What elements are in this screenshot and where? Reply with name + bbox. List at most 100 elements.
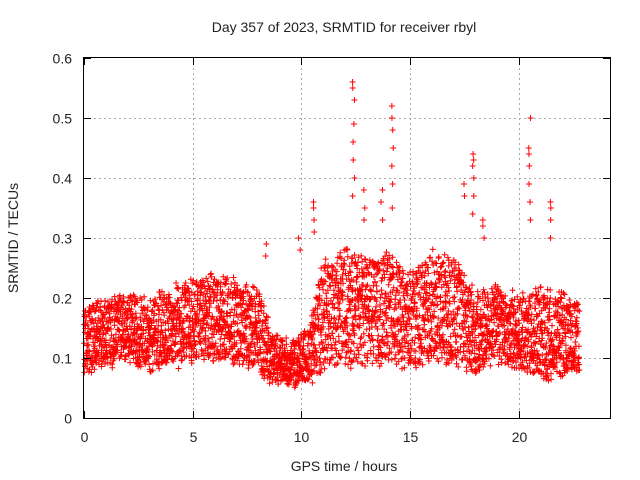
data-point <box>344 253 351 260</box>
data-point <box>507 320 514 327</box>
data-point <box>120 293 127 300</box>
data-point <box>562 333 569 340</box>
data-point <box>374 288 381 295</box>
data-point <box>451 326 458 333</box>
data-point <box>426 306 433 313</box>
data-point <box>381 274 388 281</box>
data-point <box>468 297 475 304</box>
data-point <box>388 356 395 363</box>
data-point <box>324 287 331 294</box>
data-point <box>525 326 532 333</box>
data-point <box>477 361 484 368</box>
data-point <box>85 341 92 348</box>
data-point <box>412 334 419 341</box>
data-point <box>498 356 505 363</box>
data-point <box>547 199 554 205</box>
data-point <box>509 302 516 309</box>
data-point <box>210 358 217 364</box>
data-point <box>363 283 370 290</box>
data-point <box>383 249 390 256</box>
data-point <box>444 254 451 261</box>
data-point <box>247 344 254 351</box>
data-point <box>407 342 414 349</box>
data-point <box>491 353 498 360</box>
data-point <box>258 298 265 305</box>
data-point <box>257 317 264 324</box>
data-point <box>468 341 475 348</box>
data-point <box>201 356 208 363</box>
data-point <box>327 323 334 330</box>
data-point <box>215 349 222 356</box>
data-point <box>533 347 540 354</box>
data-point <box>518 354 525 361</box>
data-point <box>246 313 253 320</box>
data-point <box>311 309 318 316</box>
data-point <box>499 322 506 329</box>
data-point <box>212 340 219 347</box>
data-point <box>158 350 165 357</box>
data-point <box>433 260 440 267</box>
data-point <box>358 334 365 341</box>
data-point <box>295 235 302 241</box>
data-point <box>101 314 108 321</box>
data-point <box>351 252 358 259</box>
data-point <box>210 344 217 351</box>
data-point <box>104 354 111 361</box>
data-point <box>131 336 138 343</box>
data-point <box>503 328 510 335</box>
data-point <box>291 349 298 356</box>
data-point <box>506 312 513 319</box>
data-point <box>158 322 165 329</box>
data-point <box>528 320 535 327</box>
data-point <box>445 257 452 264</box>
data-point <box>468 291 475 298</box>
data-point <box>238 304 245 311</box>
data-point <box>249 303 256 310</box>
data-point <box>450 308 457 315</box>
data-point <box>231 306 238 313</box>
data-point <box>425 358 432 365</box>
data-point <box>409 280 416 287</box>
x-tick-label: 10 <box>294 429 310 445</box>
data-point <box>527 199 534 205</box>
data-point <box>417 269 424 276</box>
data-point <box>146 361 153 368</box>
data-point <box>239 319 246 326</box>
data-point <box>453 338 460 345</box>
data-point <box>153 300 160 307</box>
data-point <box>339 271 346 278</box>
data-point <box>304 362 311 369</box>
data-point <box>337 313 344 320</box>
data-point <box>334 260 341 267</box>
data-point <box>101 360 108 367</box>
data-point <box>491 295 498 302</box>
data-point <box>322 267 329 274</box>
data-point <box>157 349 164 356</box>
data-point <box>198 302 205 309</box>
data-point <box>531 300 538 307</box>
data-point <box>364 357 371 364</box>
data-point <box>437 294 444 301</box>
data-point <box>386 298 393 305</box>
data-point <box>548 370 555 377</box>
data-point <box>441 251 448 258</box>
data-point <box>180 318 187 325</box>
data-point <box>531 339 538 346</box>
data-point <box>182 280 189 287</box>
data-point <box>373 303 380 310</box>
data-point <box>400 318 407 325</box>
data-point <box>311 217 318 223</box>
data-point <box>461 289 468 296</box>
data-point <box>205 297 212 304</box>
data-point <box>224 275 231 282</box>
data-point <box>334 322 341 329</box>
data-point <box>444 280 451 287</box>
data-point <box>446 300 453 307</box>
data-point <box>430 313 437 320</box>
data-point <box>413 364 420 371</box>
data-point <box>416 289 423 296</box>
data-point <box>234 320 241 327</box>
data-point <box>532 340 539 347</box>
data-point <box>206 304 213 311</box>
data-point <box>425 270 432 277</box>
